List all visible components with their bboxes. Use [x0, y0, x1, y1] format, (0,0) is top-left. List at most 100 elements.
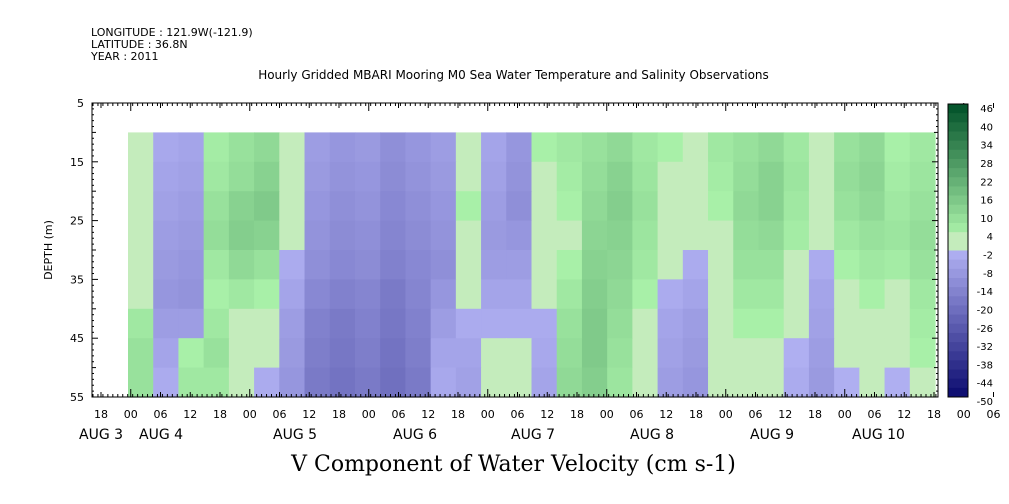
heatmap-cell [506, 161, 533, 192]
heatmap-cell [531, 220, 558, 251]
heatmap-cell [304, 367, 331, 398]
heatmap-cell [808, 191, 835, 222]
heatmap-cell [783, 308, 810, 339]
x-hour-label: 12 [540, 408, 554, 421]
heatmap-cell [228, 191, 255, 222]
heatmap-cell [354, 220, 381, 251]
longitude-label: LONGITUDE : 121.9W(-121.9) [91, 26, 253, 39]
colorbar-swatch [948, 351, 968, 361]
heatmap-cell [128, 191, 154, 222]
heatmap-cell [581, 338, 608, 369]
x-hour-label: 06 [392, 408, 406, 421]
heatmap-cell [279, 161, 306, 192]
colorbar-tick-label: -50 [977, 397, 993, 408]
colorbar-tick-label: -2 [983, 251, 993, 262]
heatmap-cell [657, 161, 684, 192]
colorbar: 46 40 34 28 22 16 10 4 -2 -8 -14 -20 -26 -32 -38 -44 -50 [947, 103, 993, 408]
heatmap-cell [808, 279, 835, 310]
heatmap-cell [354, 338, 381, 369]
heatmap-cell [128, 250, 154, 280]
x-hour-label: 06 [868, 408, 882, 421]
heatmap-cell [178, 132, 205, 163]
heatmap-cell [329, 308, 356, 339]
heatmap-cell [556, 279, 583, 310]
x-hour-label: 06 [630, 408, 644, 421]
heatmap-cell [304, 338, 331, 369]
y-tick-label: 15 [70, 156, 84, 169]
heatmap-cell [708, 308, 734, 339]
x-hour-label: 06 [987, 408, 1001, 421]
heatmap-cell [203, 279, 230, 310]
colorbar-swatch [948, 204, 968, 215]
heatmap-cell [329, 279, 356, 310]
x-hour-label: 00 [124, 408, 138, 421]
x-date-label: AUG 10 [852, 427, 905, 443]
heatmap-cell [279, 191, 306, 222]
heatmap-cell [228, 367, 255, 398]
heatmap-cell [430, 250, 457, 280]
heatmap-cell [178, 161, 205, 192]
heatmap-cell [758, 250, 785, 280]
colorbar-tick-label: 40 [980, 122, 993, 133]
heatmap-cell [632, 132, 659, 163]
heatmap-cell [884, 250, 911, 280]
colorbar-swatch [948, 232, 968, 242]
x-date-label: AUG 5 [273, 427, 317, 443]
heatmap-cell [531, 367, 558, 398]
heatmap-cell [607, 338, 633, 369]
heatmap-cell [708, 220, 734, 251]
heatmap-cell [657, 338, 684, 369]
heatmap-cell [708, 161, 734, 192]
heatmap-cell [607, 279, 633, 310]
heatmap-cell [884, 132, 911, 163]
y-axis: 5 15 25 35 45 55 [70, 97, 938, 404]
heatmap-cell [531, 308, 558, 339]
heatmap-cell [128, 220, 154, 251]
heatmap-cell [581, 132, 608, 163]
heatmap-cell [329, 161, 356, 192]
colorbar-swatch [948, 268, 968, 279]
heatmap-cell [834, 161, 860, 192]
y-tick-label: 35 [70, 273, 84, 286]
colorbar-tick-label: -20 [977, 305, 993, 316]
heatmap-cell [455, 308, 482, 339]
heatmap-cell [203, 338, 230, 369]
heatmap-cell [783, 161, 810, 192]
heatmap-cell [909, 250, 936, 280]
colorbar-tick-label: 34 [980, 141, 993, 152]
x-date-label: AUG 9 [750, 427, 794, 443]
heatmap-cell [581, 279, 608, 310]
heatmap-cell [733, 132, 760, 163]
heatmap-cell [758, 161, 785, 192]
x-date-label: AUG 7 [511, 427, 555, 443]
heatmap-cell [808, 132, 835, 163]
heatmap-cell [329, 338, 356, 369]
heatmap-cell [481, 279, 507, 310]
heatmap-cell [808, 308, 835, 339]
heatmap-cell [405, 367, 432, 398]
heatmap-cell [708, 191, 734, 222]
heatmap-cell [254, 250, 280, 280]
heatmap-cell [607, 191, 633, 222]
heatmap-cell [632, 338, 659, 369]
heatmap-cell [733, 220, 760, 251]
heatmap-cell [178, 367, 205, 398]
colorbar-tick-label: 46 [980, 104, 993, 115]
heatmap-cell [733, 338, 760, 369]
heatmap-cell [354, 191, 381, 222]
heatmap-cell [808, 220, 835, 251]
colorbar-swatch [948, 213, 968, 224]
heatmap-cell [203, 191, 230, 222]
heatmap-cell [758, 308, 785, 339]
heatmap-cell [481, 367, 507, 398]
heatmap-cell [203, 308, 230, 339]
heatmap-cell [884, 220, 911, 251]
heatmap-cell [481, 338, 507, 369]
heatmap-cell [228, 279, 255, 310]
heatmap-cell [909, 279, 936, 310]
x-hour-label: 06 [749, 408, 763, 421]
heatmap-cell [153, 132, 180, 163]
heatmap-cell [354, 367, 381, 398]
heatmap-cell [178, 308, 205, 339]
heatmap-cell [128, 161, 154, 192]
